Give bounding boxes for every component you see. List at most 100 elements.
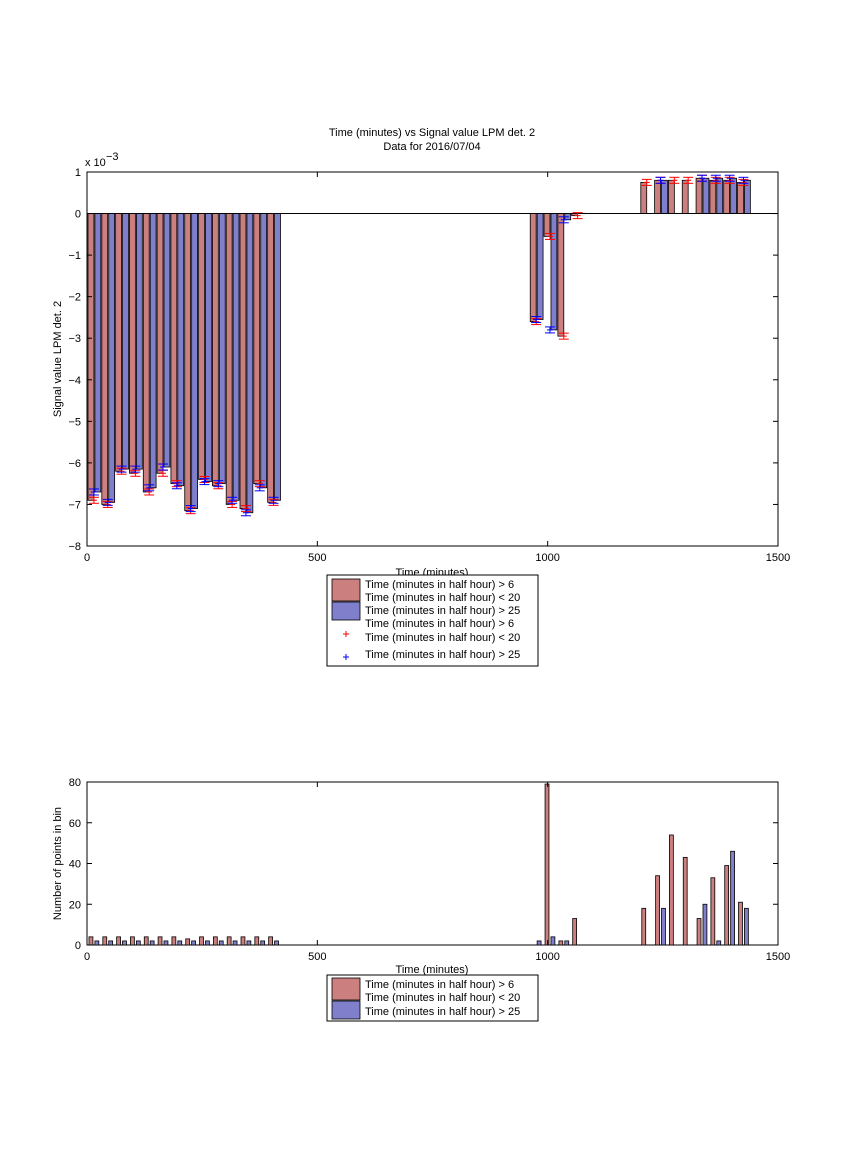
plot2-xtick-label: 500	[308, 951, 326, 963]
plot1-error-marker	[558, 332, 569, 340]
plot1-bar	[737, 181, 744, 214]
plot2-bar	[550, 936, 556, 946]
plot1-error-marker	[696, 174, 707, 182]
plot2-ytick-label: 20	[69, 899, 81, 911]
plot1-bar	[163, 213, 171, 468]
plot1-bar	[695, 177, 703, 214]
plot1-xtick-label: 0	[84, 552, 90, 564]
plot1-bar	[681, 179, 689, 214]
plot1-legend-label: Time (minutes in half hour) > 6	[365, 579, 514, 591]
plot1-bar	[135, 213, 143, 470]
plot1-bar	[156, 213, 164, 474]
plot2-bar	[558, 940, 564, 946]
plot1-y-exponent: −3	[106, 151, 119, 163]
plot1-error-marker	[130, 465, 141, 473]
plot1-bar	[246, 213, 254, 514]
plot2-bar	[702, 903, 708, 946]
plot2-bar	[212, 936, 218, 946]
plot2-bar	[274, 940, 279, 946]
plot1-ytick-label: −3	[68, 333, 81, 345]
plot2-bar	[205, 940, 210, 946]
plot1-xtick-label: 1500	[766, 552, 790, 564]
plot1-bar	[115, 213, 122, 472]
plot2-bar	[655, 875, 660, 946]
plot1-ytick-label: 1	[75, 167, 81, 179]
plot2-bar	[102, 936, 108, 946]
plot2-bar	[163, 940, 169, 946]
plot1-bar	[661, 179, 668, 214]
plot1-error-marker	[102, 498, 113, 506]
plot2-ylabel: Number of points in bin	[52, 807, 64, 920]
plot1-title: Time (minutes) vs Signal value LPM det. …	[329, 127, 535, 139]
plot2-bar	[641, 907, 647, 946]
plot2-bar	[218, 940, 224, 946]
plot1-ytick-label: −2	[68, 292, 81, 304]
plot1-bar	[129, 213, 136, 474]
plot2-bar	[199, 936, 204, 946]
plot1-bar	[654, 179, 661, 214]
plot2-legend	[326, 974, 539, 1022]
plot2-xtick-label: 1500	[766, 951, 790, 963]
plot1-error-marker	[268, 496, 279, 504]
plot1-error-marker	[641, 178, 652, 186]
plot2-bar	[94, 940, 100, 946]
plot1-xtick-label: 1000	[535, 552, 559, 564]
plot2-xtick-label: 0	[84, 951, 90, 963]
plot1-bar	[550, 213, 558, 331]
plot2-bar	[544, 783, 550, 946]
plot1-error-marker	[227, 496, 238, 504]
plot1-bar	[218, 213, 226, 485]
plot2-bar	[682, 856, 688, 946]
plot2-ytick-label: 0	[75, 940, 81, 952]
plot1-bar	[101, 213, 109, 505]
plot1-bar	[122, 213, 129, 470]
plot1-bar	[267, 213, 274, 503]
plot2-bar	[669, 834, 674, 946]
plot1-xtick-label: 500	[308, 552, 326, 564]
plot1-bar	[232, 213, 240, 501]
plot2-bar	[696, 918, 702, 946]
plot2-bar	[724, 865, 730, 946]
plot1-bar	[191, 213, 198, 509]
plot1-bar	[640, 181, 648, 214]
plot2-legend-label: Time (minutes in half hour) < 20	[365, 992, 520, 1004]
plot2-legend-label: Time (minutes in half hour) > 6	[365, 979, 514, 991]
plot1-bar	[211, 213, 219, 487]
plot2-bar	[149, 940, 155, 946]
plot2-bar	[716, 940, 722, 946]
plot1-error-marker	[724, 174, 735, 182]
plot1-bar	[557, 213, 565, 337]
plot2-bar	[143, 936, 149, 946]
plot1-error-marker	[88, 496, 99, 504]
plot2-bar	[254, 936, 260, 946]
plot1-error-marker	[738, 176, 749, 184]
plot2-bar	[226, 936, 232, 946]
plot2-xtick-label: 1000	[535, 951, 559, 963]
plot1-error-marker	[531, 316, 542, 324]
plot1-ytick-label: −5	[68, 416, 81, 428]
plot1-bar	[108, 213, 116, 503]
plot1-error-marker	[655, 176, 666, 184]
plot1-bar	[198, 213, 205, 480]
plot1-bar	[274, 213, 281, 501]
plot1-error-marker	[171, 482, 182, 490]
plot1-ytick-label: −6	[68, 458, 81, 470]
plot1-bar	[239, 213, 247, 509]
plot2-axes-box	[86, 781, 779, 946]
plot1-bar	[177, 213, 185, 487]
plot1-bar	[260, 213, 268, 489]
plot1-error-marker	[558, 216, 569, 224]
plot2-bar	[122, 940, 127, 946]
plot1-legend-label: Time (minutes in half hour) > 25	[365, 649, 520, 661]
plot1-bar	[668, 179, 675, 214]
plot2-bar	[116, 936, 121, 946]
plot1-legend-label: Time (minutes in half hour) > 25	[365, 605, 520, 617]
plot1-error-marker	[199, 478, 210, 486]
plot1-legend-label: Time (minutes in half hour) > 6	[365, 618, 514, 630]
plot1-legend	[326, 574, 539, 667]
plot2-bar	[738, 901, 743, 946]
plot2-bar	[564, 940, 570, 946]
plot1-bar	[149, 213, 157, 489]
plot2-legend-swatch-blue	[331, 1000, 361, 1020]
plot1-error-marker	[572, 212, 583, 220]
